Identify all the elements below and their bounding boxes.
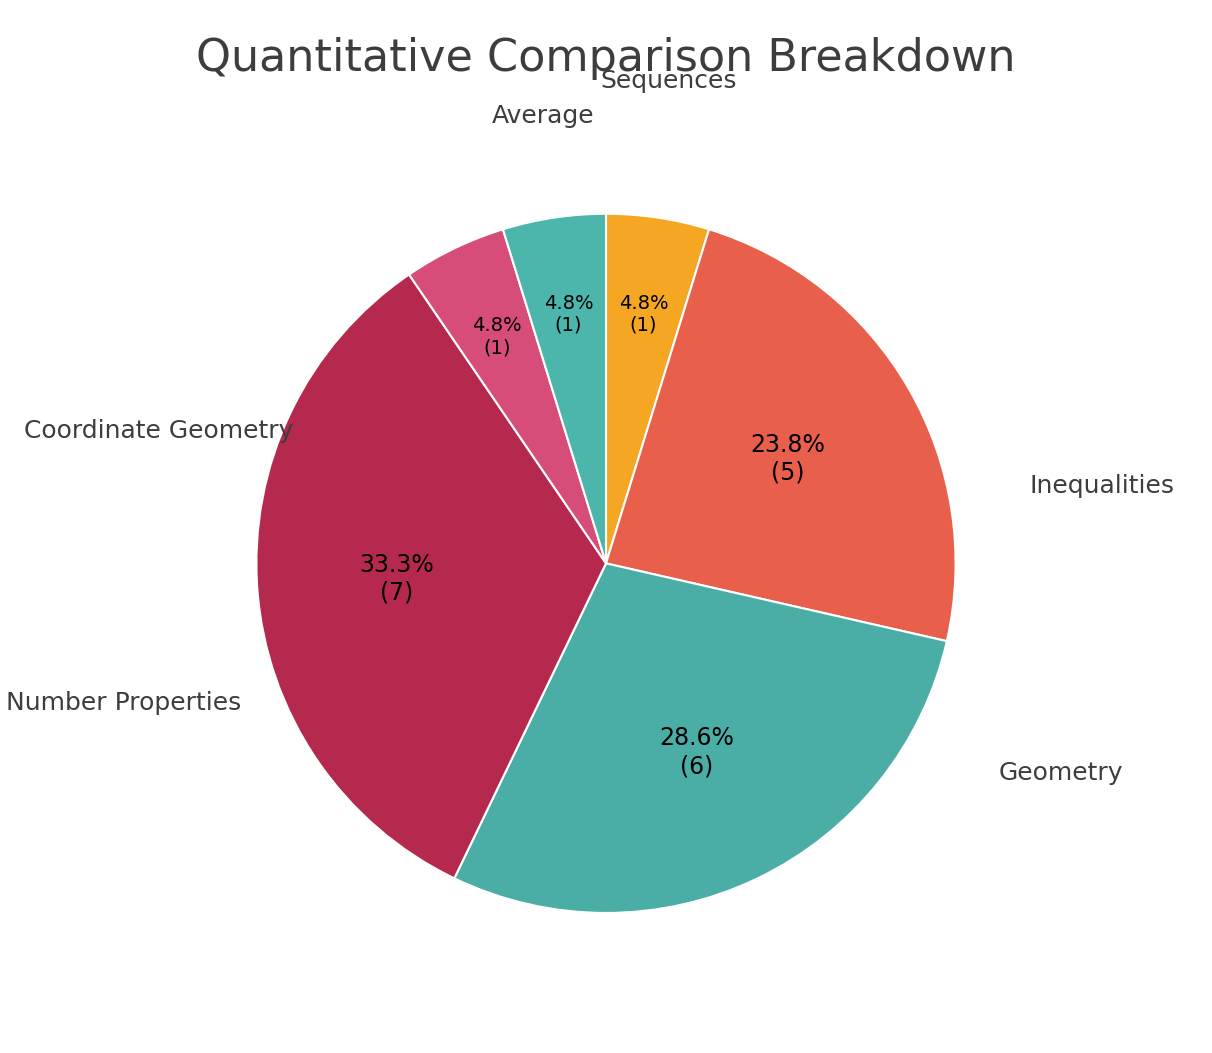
Wedge shape: [503, 214, 606, 563]
Text: 4.8%
(1): 4.8% (1): [544, 294, 594, 335]
Text: 28.6%
(6): 28.6% (6): [659, 727, 734, 778]
Text: 4.8%
(1): 4.8% (1): [618, 294, 668, 335]
Wedge shape: [410, 230, 606, 563]
Title: Quantitative Comparison Breakdown: Quantitative Comparison Breakdown: [196, 37, 1016, 80]
Wedge shape: [606, 230, 955, 641]
Wedge shape: [454, 563, 947, 913]
Text: 23.8%
(5): 23.8% (5): [750, 433, 825, 484]
Text: 4.8%
(1): 4.8% (1): [471, 316, 521, 357]
Text: Average: Average: [492, 104, 594, 127]
Text: Sequences: Sequences: [601, 68, 737, 93]
Text: Number Properties: Number Properties: [6, 691, 241, 715]
Text: Coordinate Geometry: Coordinate Geometry: [24, 418, 293, 442]
Wedge shape: [257, 275, 606, 878]
Text: 33.3%
(7): 33.3% (7): [360, 553, 434, 604]
Wedge shape: [606, 214, 709, 563]
Text: Geometry: Geometry: [999, 761, 1122, 786]
Text: Inequalities: Inequalities: [1030, 475, 1174, 498]
